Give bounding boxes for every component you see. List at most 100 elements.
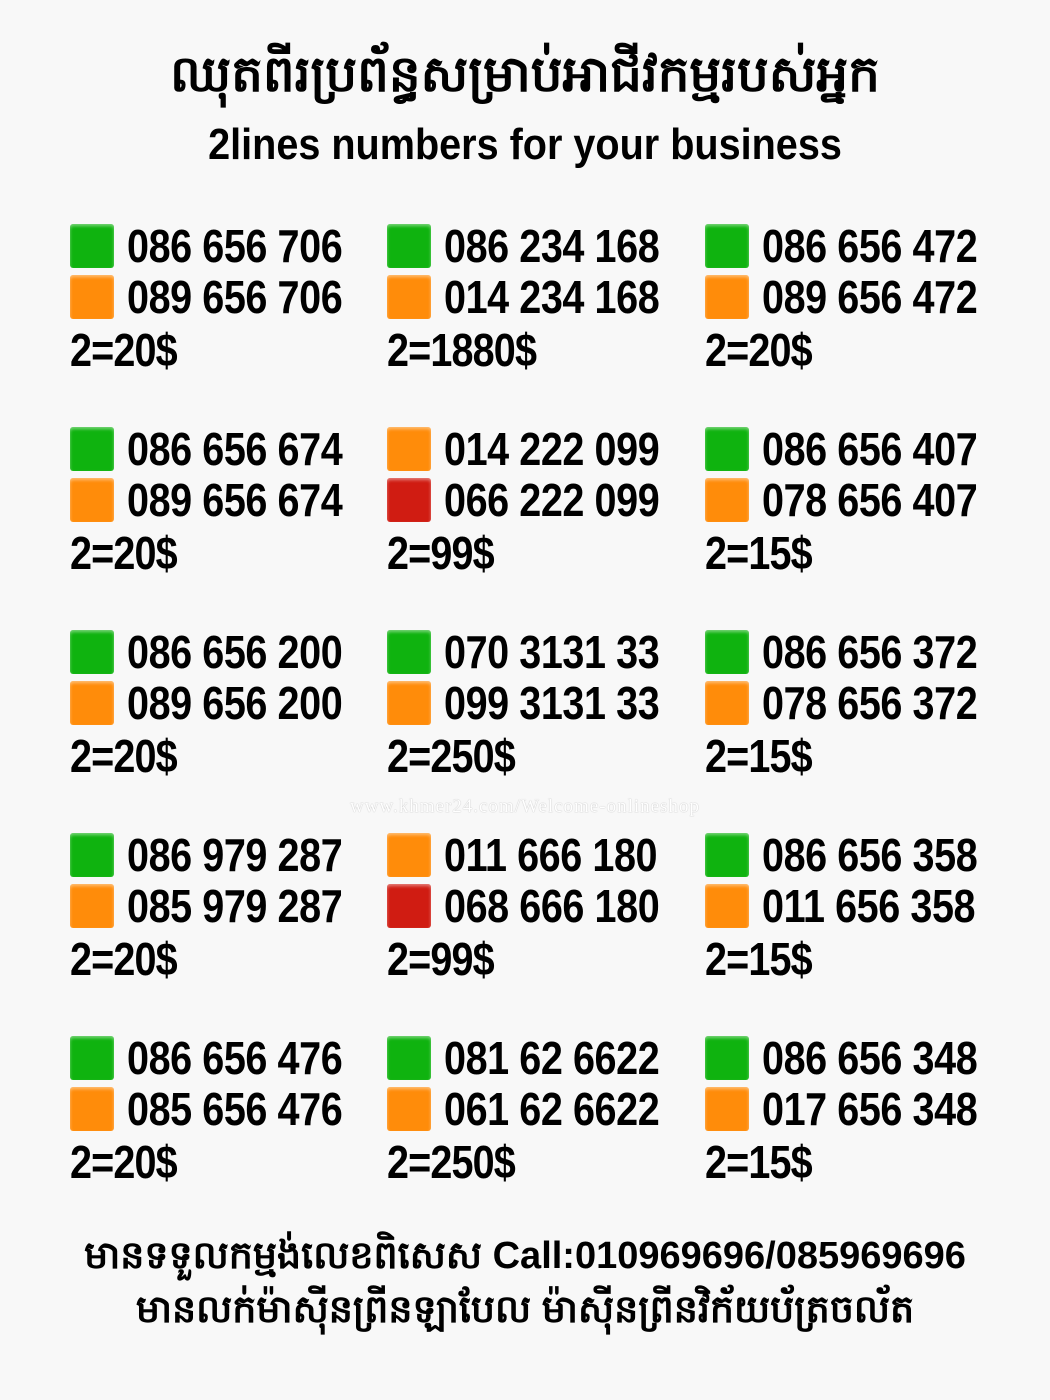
number-set: 086 656 674 089 656 674 2=20$ (70, 423, 370, 595)
phone-number: 089 656 200 (127, 677, 343, 729)
orange-square-icon (387, 275, 431, 319)
phone-number: 086 234 168 (444, 220, 660, 272)
price: 2=15$ (705, 933, 813, 985)
phone-number: 086 656 706 (127, 220, 343, 272)
phone-number: 081 62 6622 (444, 1032, 660, 1084)
phone-line: 089 656 706 (70, 271, 343, 323)
phone-line: 086 656 348 (705, 1032, 978, 1084)
orange-square-icon (70, 275, 114, 319)
price: 2=15$ (705, 527, 813, 579)
phone-line: 086 656 358 (705, 829, 978, 881)
phone-number: 017 656 348 (762, 1083, 978, 1135)
price: 2=20$ (70, 933, 178, 985)
number-set: 086 656 706 089 656 706 2=20$ (70, 220, 370, 392)
phone-line: 099 3131 33 (387, 677, 660, 729)
green-square-icon (705, 630, 749, 674)
number-set: 086 656 358 011 656 358 2=15$ (705, 829, 1005, 1001)
phone-line: 014 234 168 (387, 271, 660, 323)
phone-line: 078 656 407 (705, 474, 978, 526)
footer-contact: មានទទួលកម្មង់លេខពិសេស Call:010969696/085… (84, 1235, 966, 1277)
red-square-icon (387, 478, 431, 522)
green-square-icon (705, 224, 749, 268)
phone-line: 066 222 099 (387, 474, 660, 526)
phone-number: 085 656 476 (127, 1083, 343, 1135)
price: 2=20$ (70, 1136, 178, 1188)
phone-number: 068 666 180 (444, 880, 660, 932)
red-square-icon (387, 884, 431, 928)
phone-number: 086 979 287 (127, 829, 343, 881)
watermark: www.khmer24.com/Welcome-onlineshop (350, 796, 700, 817)
phone-line: 086 656 706 (70, 220, 343, 272)
price: 2=99$ (387, 527, 495, 579)
number-set: 011 666 180 068 666 180 2=99$ (387, 829, 687, 1001)
orange-square-icon (70, 884, 114, 928)
orange-square-icon (705, 1087, 749, 1131)
phone-number: 014 222 099 (444, 423, 660, 475)
price: 2=15$ (705, 730, 813, 782)
orange-square-icon (70, 478, 114, 522)
phone-number: 070 3131 33 (444, 626, 660, 678)
green-square-icon (70, 224, 114, 268)
price: 2=20$ (70, 527, 178, 579)
orange-square-icon (705, 681, 749, 725)
phone-number: 085 979 287 (127, 880, 343, 932)
phone-number: 086 656 472 (762, 220, 978, 272)
phone-number: 099 3131 33 (444, 677, 660, 729)
number-set: 086 656 472 089 656 472 2=20$ (705, 220, 1005, 392)
green-square-icon (70, 630, 114, 674)
number-set: 086 656 372 078 656 372 2=15$ (705, 626, 1005, 798)
price: 2=250$ (387, 1136, 516, 1188)
phone-line: 078 656 372 (705, 677, 978, 729)
title-english: 2lines numbers for your business (208, 120, 842, 169)
phone-line: 089 656 472 (705, 271, 978, 323)
footer-services: មានលក់ម៉ាស៊ីនព្រីនឡាបែល ម៉ាស៊ីនព្រីនវិក័… (135, 1289, 915, 1331)
phone-line: 085 979 287 (70, 880, 343, 932)
phone-line: 068 666 180 (387, 880, 660, 932)
phone-line: 086 234 168 (387, 220, 660, 272)
price: 2=1880$ (387, 324, 537, 376)
phone-number: 014 234 168 (444, 271, 660, 323)
number-set: 081 62 6622 061 62 6622 2=250$ (387, 1032, 687, 1204)
phone-line: 011 656 358 (705, 880, 976, 932)
orange-square-icon (705, 275, 749, 319)
number-set: 086 234 168 014 234 168 2=1880$ (387, 220, 687, 392)
phone-number: 066 222 099 (444, 474, 660, 526)
green-square-icon (387, 630, 431, 674)
phone-number: 089 656 706 (127, 271, 343, 323)
title-khmer: ឈុតពីរប្រព័ន្ធសម្រាប់អាជីវកម្មរបស់អ្នក (170, 46, 880, 102)
orange-square-icon (387, 833, 431, 877)
phone-line: 089 656 200 (70, 677, 343, 729)
number-set: 014 222 099 066 222 099 2=99$ (387, 423, 687, 595)
phone-number: 086 656 476 (127, 1032, 343, 1084)
green-square-icon (70, 1036, 114, 1080)
phone-line: 086 656 476 (70, 1032, 343, 1084)
phone-line: 085 656 476 (70, 1083, 343, 1135)
phone-number: 086 656 674 (127, 423, 343, 475)
number-set: 086 656 476 085 656 476 2=20$ (70, 1032, 370, 1204)
phone-number: 086 656 372 (762, 626, 978, 678)
price: 2=250$ (387, 730, 516, 782)
orange-square-icon (387, 427, 431, 471)
phone-number: 061 62 6622 (444, 1083, 660, 1135)
phone-line: 061 62 6622 (387, 1083, 660, 1135)
phone-number: 078 656 372 (762, 677, 978, 729)
phone-line: 086 656 407 (705, 423, 978, 475)
green-square-icon (70, 833, 114, 877)
green-square-icon (387, 224, 431, 268)
phone-number: 086 656 407 (762, 423, 978, 475)
green-square-icon (705, 833, 749, 877)
phone-line: 086 979 287 (70, 829, 343, 881)
phone-number: 086 656 200 (127, 626, 343, 678)
number-set: 086 656 200 089 656 200 2=20$ (70, 626, 370, 798)
phone-number: 089 656 674 (127, 474, 343, 526)
green-square-icon (705, 1036, 749, 1080)
phone-number: 078 656 407 (762, 474, 978, 526)
green-square-icon (705, 427, 749, 471)
number-set: 086 656 348 017 656 348 2=15$ (705, 1032, 1005, 1204)
number-set: 086 656 407 078 656 407 2=15$ (705, 423, 1005, 595)
phone-line: 070 3131 33 (387, 626, 660, 678)
phone-line: 081 62 6622 (387, 1032, 660, 1084)
price: 2=20$ (70, 730, 178, 782)
phone-number: 086 656 348 (762, 1032, 978, 1084)
price: 2=20$ (70, 324, 178, 376)
